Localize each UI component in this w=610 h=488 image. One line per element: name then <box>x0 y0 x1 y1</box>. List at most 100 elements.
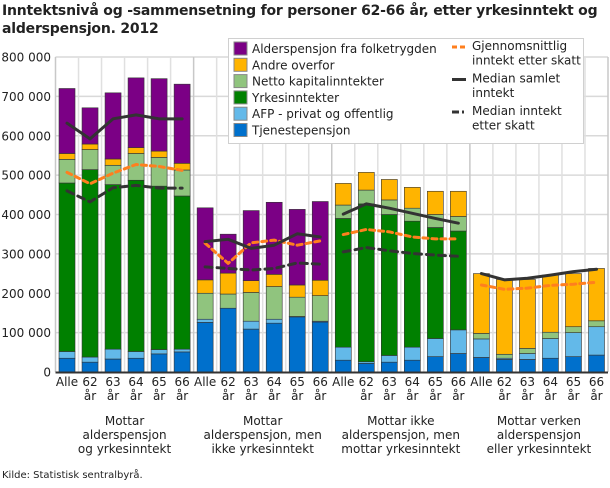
line-gjennomsnittlig-inntekt-etter-skatt <box>341 227 460 241</box>
bar-segment-netto-kapitalinntekter <box>288 296 306 317</box>
bar-segment-netto-kapitalinntekter <box>196 292 214 320</box>
bar-segment-andre-overfor <box>196 279 214 294</box>
y-tick-label: 100 000 <box>1 326 51 340</box>
legend-label: inntekt etter skatt <box>472 54 581 68</box>
x-tick-label: år <box>107 389 119 403</box>
x-tick-label: 64 <box>267 375 282 389</box>
bar-segment-netto-kapitalinntekter <box>150 157 168 187</box>
x-tick-label: Alle <box>332 375 354 389</box>
legend-swatch <box>233 90 248 105</box>
x-tick-label: år <box>429 389 441 403</box>
x-tick-label: Alle <box>194 375 216 389</box>
bar-segment-tjenestepensjon <box>542 357 559 373</box>
bar-segment-yrkesinntekter <box>334 218 352 348</box>
group-label: Mottar ikke <box>367 414 434 428</box>
line-median-inntekt-etter-skatt <box>203 261 322 272</box>
x-tick-label: 62 <box>497 375 512 389</box>
bar-segment-tjenestepensjon <box>427 356 444 373</box>
bar-segment-afp-privat-og-offentlig <box>450 329 467 354</box>
x-tick-label: 66 <box>174 375 189 389</box>
x-tick-label: 63 <box>244 375 259 389</box>
x-tick-label: 65 <box>428 375 443 389</box>
bar-segment-netto-kapitalinntekter <box>219 293 237 309</box>
bar-segment-netto-kapitalinntekter <box>265 286 283 320</box>
bar-segment-afp-privat-og-offentlig <box>81 356 99 363</box>
legend-label: Median inntekt <box>472 104 562 118</box>
group-label: Mottar <box>105 414 144 428</box>
bar-segment-tjenestepensjon <box>588 354 605 373</box>
x-tick-label: år <box>291 389 303 403</box>
bar-segment-afp-privat-og-offentlig <box>542 338 559 359</box>
bar-segment-yrkesinntekter <box>127 179 145 352</box>
bar-segment-tjenestepensjon <box>196 322 214 373</box>
bar-segment-yrkesinntekter <box>357 203 375 363</box>
legend-box <box>228 38 584 144</box>
line-median-inntekt-etter-skatt <box>65 183 184 204</box>
x-tick-label: 66 <box>589 375 604 389</box>
bar-segment-andre-overfor <box>334 183 352 206</box>
line-median-samlet-inntekt <box>479 267 598 282</box>
y-tick-label: 600 000 <box>1 129 51 143</box>
line-gjennomsnittlig-inntekt-etter-skatt <box>479 280 598 291</box>
bar-segment-andre-overfor <box>150 150 168 158</box>
x-tick-label: 65 <box>566 375 581 389</box>
legend-label: Andre overfor <box>252 58 335 72</box>
bar-segment-tjenestepensjon <box>104 358 122 373</box>
bar-segment-netto-kapitalinntekter <box>173 169 191 197</box>
bar-segment-yrkesinntekter <box>104 184 122 350</box>
bar-segment-andre-overfor <box>58 153 76 160</box>
bar-segment-netto-kapitalinntekter <box>519 348 536 354</box>
bar-segment-afp-privat-og-offentlig <box>58 351 76 359</box>
legend-label: AFP - privat og offentlig <box>252 107 394 121</box>
legend: Alderspensjon fra folketrygden Andre over… <box>228 38 584 144</box>
group-label: alderspensjon, men <box>204 428 322 442</box>
bar-segment-tjenestepensjon <box>173 351 191 373</box>
bar-segment-tjenestepensjon <box>58 357 76 373</box>
bar-segment-andre-overfor <box>565 273 582 328</box>
x-tick-label: år <box>222 389 234 403</box>
bar-segment-tjenestepensjon <box>265 322 283 373</box>
x-tick-label: Alle <box>470 375 492 389</box>
bar-segment-afp-privat-og-offentlig <box>127 351 145 359</box>
bar-segment-alderspensjon-fra-folketrygden <box>150 78 168 152</box>
bar-segment-tjenestepensjon <box>219 307 237 373</box>
group-label: alderspensjon <box>83 428 167 442</box>
bar-segment-andre-overfor <box>127 147 145 154</box>
x-tick-label: år <box>130 389 142 403</box>
y-tick-label: 300 000 <box>1 247 51 261</box>
bar-segment-afp-privat-og-offentlig <box>242 320 260 330</box>
legend-swatch <box>233 41 248 56</box>
bar-segment-afp-privat-og-offentlig <box>473 338 490 358</box>
bar-segment-tjenestepensjon <box>565 356 582 373</box>
x-tick-label: år <box>498 389 510 403</box>
y-tick-label: 0 <box>43 366 51 380</box>
x-tick-label: år <box>544 389 556 403</box>
bar-segment-andre-overfor <box>242 280 260 293</box>
bar-segment-netto-kapitalinntekter <box>473 333 490 340</box>
bar-segment-andre-overfor <box>473 273 490 334</box>
group-label: mottar yrkesinntekt <box>341 442 460 456</box>
source-note: Kilde: Statistisk sentralbyrå. <box>2 470 143 481</box>
bar-segment-netto-kapitalinntekter <box>242 292 260 322</box>
bar-segment-netto-kapitalinntekter <box>311 295 329 322</box>
x-tick-label: 63 <box>520 375 535 389</box>
legend-label: Gjennomsnittlig <box>472 39 567 53</box>
x-tick-label: 62 <box>82 375 97 389</box>
x-tick-label: år <box>360 389 372 403</box>
bar-segment-afp-privat-og-offentlig <box>265 318 283 324</box>
x-tick-label: år <box>245 389 257 403</box>
x-tick-label: år <box>521 389 533 403</box>
legend-label: Netto kapitalinntekter <box>252 75 384 89</box>
y-tick-label: 200 000 <box>1 287 51 301</box>
bar-segment-andre-overfor <box>219 272 237 295</box>
chart-title: Inntektsnivå og -sammensetning for perso… <box>2 3 598 37</box>
bar-segment-netto-kapitalinntekter <box>588 320 605 328</box>
line-median-samlet-inntekt <box>341 202 460 225</box>
bar-segment-alderspensjon-fra-folketrygden <box>58 88 76 154</box>
bar-segment-yrkesinntekter <box>58 182 76 352</box>
group-label: Mottar verken <box>497 414 581 428</box>
x-tick-label: år <box>567 389 579 403</box>
x-tick-label: Alle <box>56 375 78 389</box>
bar-segment-alderspensjon-fra-folketrygden <box>127 77 145 148</box>
bar-segment-tjenestepensjon <box>127 357 145 373</box>
